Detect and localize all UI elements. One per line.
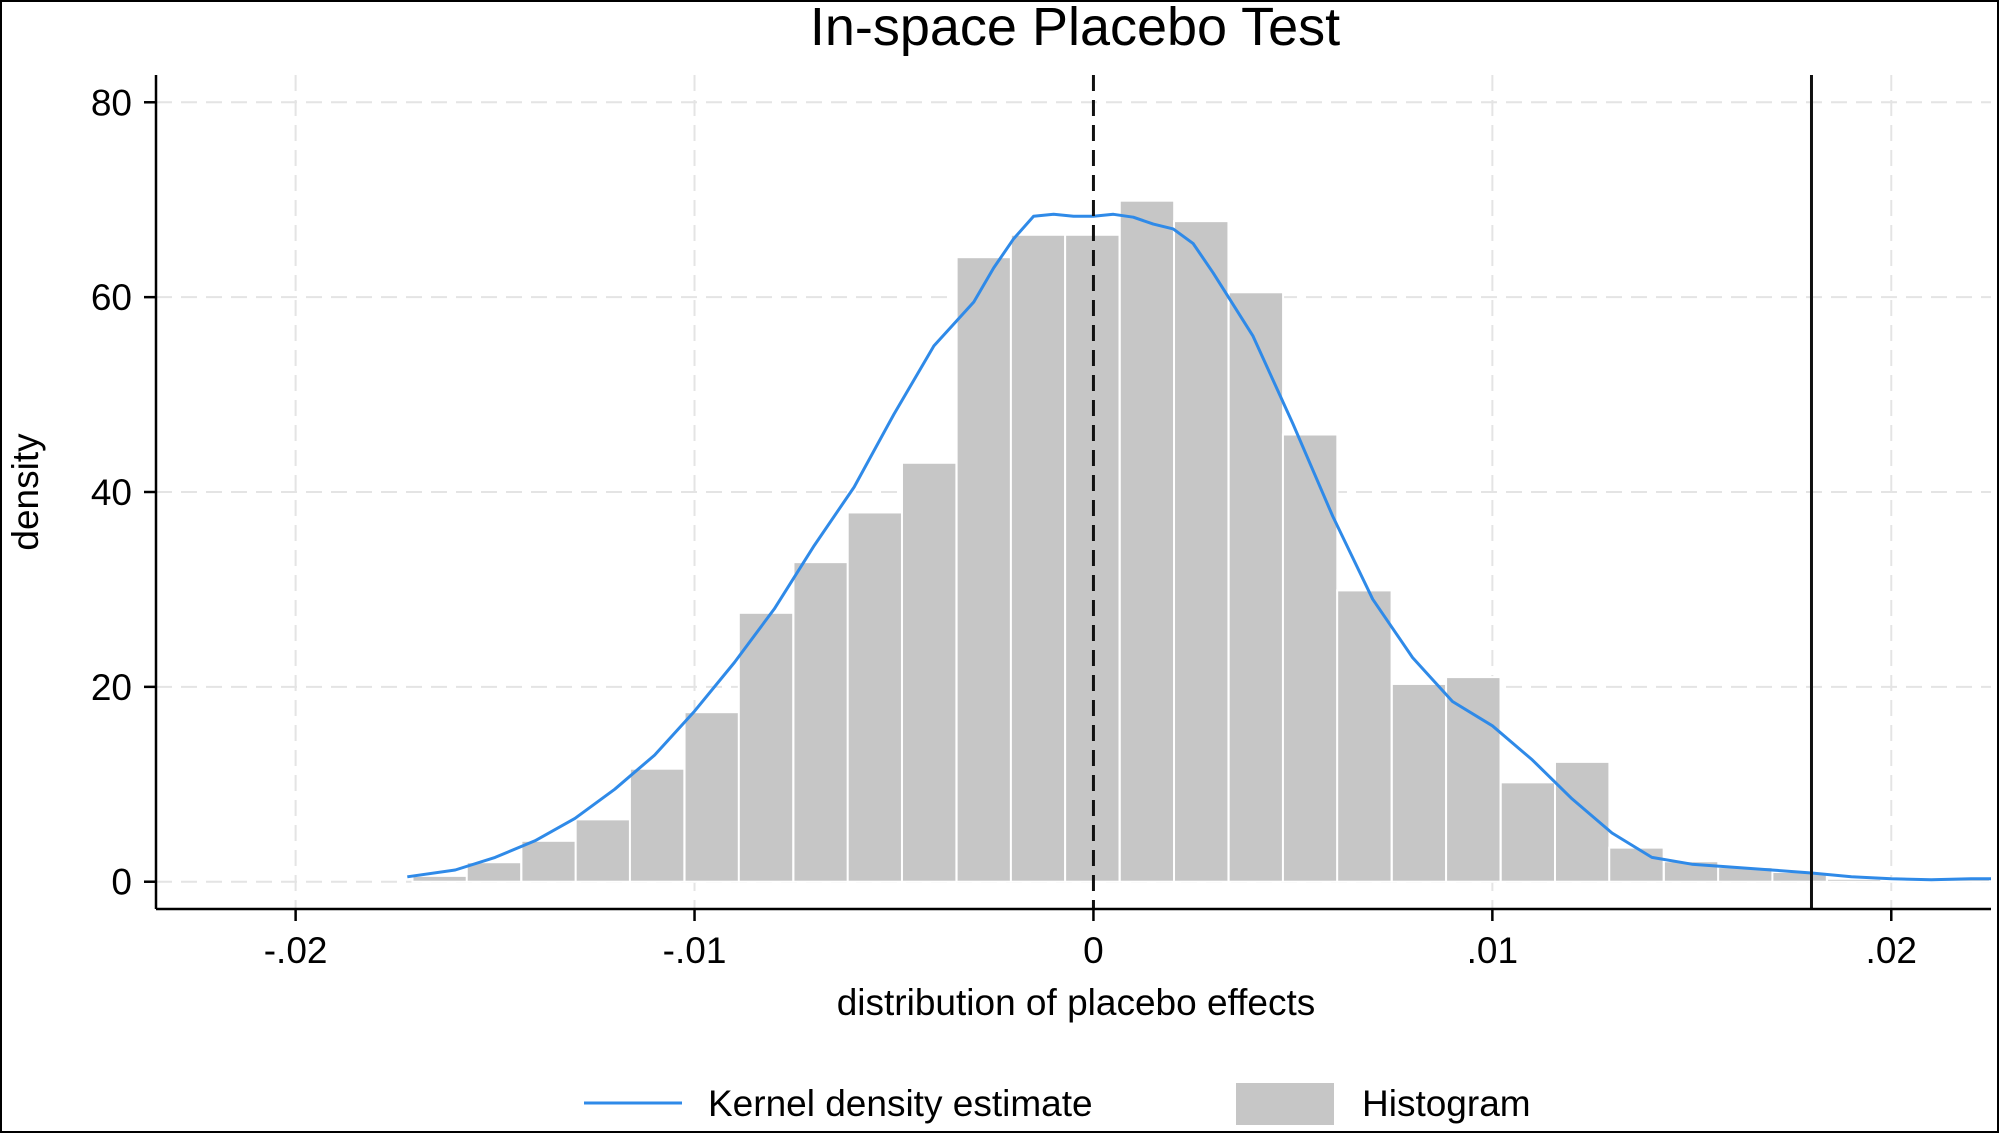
histogram-bar bbox=[1390, 682, 1448, 883]
x-tick-label: -.02 bbox=[264, 930, 328, 971]
histogram-bar bbox=[628, 767, 686, 883]
reference-lines bbox=[1091, 75, 1813, 909]
histogram-bar bbox=[900, 461, 958, 883]
histogram-bar bbox=[1608, 846, 1665, 883]
x-tick-label: .02 bbox=[1866, 930, 1917, 971]
histogram-bar bbox=[1227, 291, 1285, 883]
histogram-bars bbox=[411, 199, 1991, 883]
chart-title: In-space Placebo Test bbox=[810, 2, 1340, 57]
histogram-bar bbox=[1499, 781, 1557, 883]
legend-histogram-swatch bbox=[1236, 1083, 1334, 1125]
x-tick-label: .01 bbox=[1467, 930, 1518, 971]
y-axis-label: density bbox=[5, 433, 46, 551]
legend-histogram-label: Histogram bbox=[1362, 1083, 1531, 1124]
histogram-bar bbox=[1009, 233, 1067, 883]
axes: 0 20 40 60 80 -.02 -.01 0 .01 .02 bbox=[91, 75, 1991, 971]
legend-kde-label: Kernel density estimate bbox=[708, 1083, 1093, 1124]
histogram-bar bbox=[955, 256, 1013, 883]
histogram-bar bbox=[1281, 433, 1339, 883]
histogram-bar bbox=[1336, 589, 1393, 883]
histogram-bar bbox=[1553, 760, 1611, 883]
y-tick-label: 40 bbox=[91, 472, 132, 513]
histogram-bar bbox=[846, 511, 904, 883]
y-tick-label: 80 bbox=[91, 82, 132, 123]
y-tick-label: 20 bbox=[91, 667, 132, 708]
y-tick-label: 60 bbox=[91, 277, 132, 318]
histogram-bar bbox=[1118, 199, 1176, 883]
histogram-bar bbox=[737, 611, 795, 883]
x-tick-label: 0 bbox=[1083, 930, 1104, 971]
x-axis-label: distribution of placebo effects bbox=[837, 982, 1316, 1023]
x-tick-label: -.01 bbox=[663, 930, 727, 971]
legend: Kernel density estimate Histogram bbox=[584, 1083, 1531, 1125]
histogram-bar bbox=[574, 818, 632, 883]
histogram-bar bbox=[792, 561, 849, 883]
histogram-bar bbox=[1173, 220, 1230, 883]
histogram-bar bbox=[411, 874, 468, 883]
histogram-bar bbox=[520, 839, 577, 883]
kde-line bbox=[407, 212, 1991, 882]
y-tick-label: 0 bbox=[111, 862, 132, 903]
histogram-bar bbox=[683, 711, 740, 883]
histogram-bar bbox=[1445, 676, 1502, 883]
